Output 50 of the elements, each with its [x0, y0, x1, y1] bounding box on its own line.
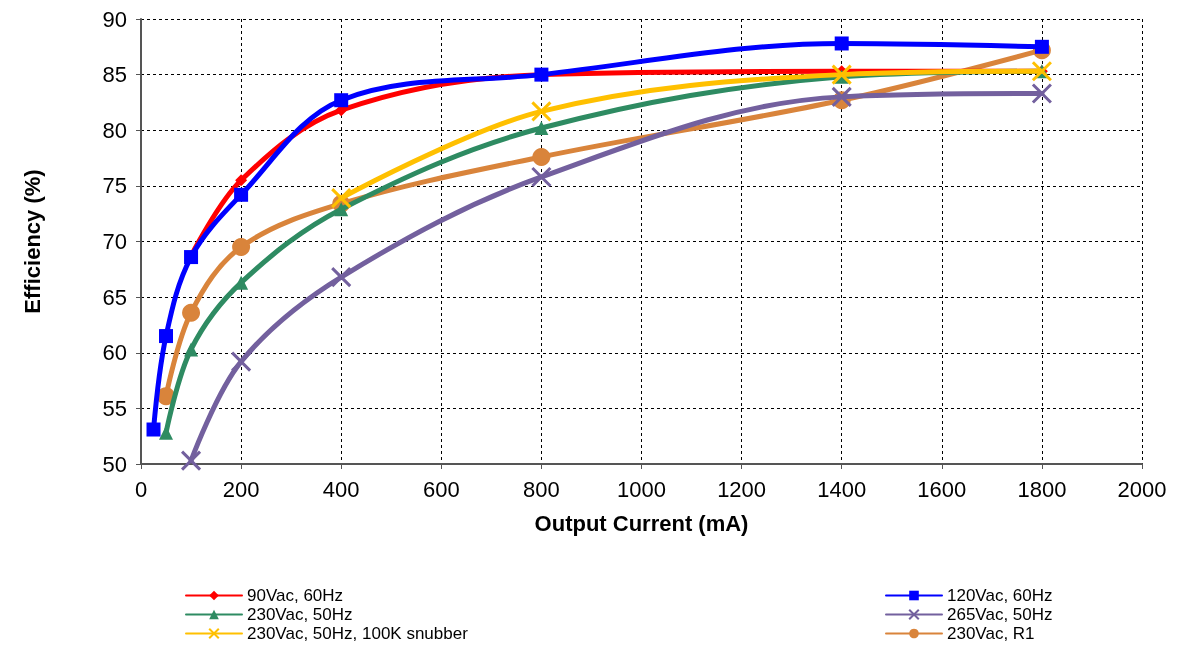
- x-tick-label: 800: [523, 476, 560, 502]
- legend-label: 265Vac, 50Hz: [947, 605, 1053, 624]
- point: [530, 100, 552, 122]
- x-tick-label: 400: [322, 476, 360, 502]
- point: [330, 266, 352, 288]
- point: [235, 174, 248, 187]
- point: [1034, 39, 1049, 54]
- x-tick-label: 1600: [917, 476, 967, 502]
- x-tick-label: 2000: [1117, 476, 1167, 502]
- point: [530, 166, 552, 188]
- x-tick-label: 1000: [617, 476, 666, 502]
- y-tick-label: 85: [102, 62, 127, 88]
- y-tick-label: 75: [102, 173, 127, 199]
- point: [534, 121, 549, 136]
- point: [184, 342, 199, 357]
- legend-label: 230Vac, 50Hz, 100K snubber: [247, 624, 469, 643]
- y-tick-label: 55: [102, 395, 127, 421]
- point: [232, 238, 251, 257]
- x-tick-label: 1800: [1017, 476, 1067, 502]
- legend-label: 90Vac, 60Hz: [247, 586, 344, 605]
- point: [330, 187, 352, 209]
- x-tick-label: 0: [134, 476, 148, 502]
- legend-label: 230Vac, R1: [947, 624, 1035, 643]
- point: [834, 36, 849, 51]
- legend-label: 230Vac, 50Hz: [247, 605, 353, 624]
- y-tick-label: 90: [102, 6, 127, 32]
- point: [334, 202, 349, 217]
- point: [1031, 83, 1053, 105]
- x-tick-label: 1400: [817, 476, 867, 502]
- legend-label: 120Vac, 60Hz: [947, 586, 1053, 605]
- x-axis-title: Output Current (mA): [534, 510, 749, 536]
- x-tick-label: 1200: [717, 476, 767, 502]
- point: [230, 351, 252, 373]
- point: [532, 147, 551, 166]
- y-axis-title: Efficiency (%): [19, 169, 45, 314]
- point: [831, 64, 853, 86]
- point: [334, 93, 349, 108]
- point: [146, 422, 161, 437]
- point: [831, 86, 853, 108]
- point: [180, 450, 202, 472]
- y-tick-label: 80: [102, 117, 127, 143]
- point: [182, 303, 201, 322]
- point: [159, 329, 174, 344]
- x-tick-label: 200: [222, 476, 260, 502]
- y-tick-label: 50: [102, 451, 127, 477]
- point: [234, 187, 249, 202]
- x-tick-label: 600: [422, 476, 460, 502]
- y-tick-label: 65: [102, 284, 127, 310]
- y-tick-label: 70: [102, 229, 127, 254]
- y-tick-label: 60: [102, 340, 127, 366]
